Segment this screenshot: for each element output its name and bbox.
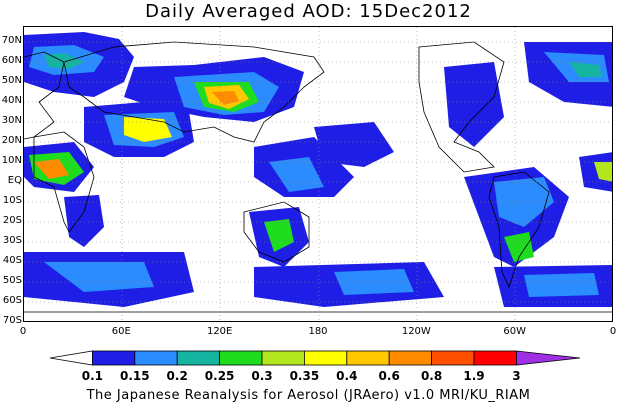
graticule [24,27,612,321]
colorbar-label: 0.1 [81,369,104,383]
lat-label: 20S [2,215,22,226]
colorbar-swatch [261,350,305,366]
lat-label: 60S [2,295,22,306]
colorbar-swatch [134,350,178,366]
colorbar-label: 0.25 [204,369,235,383]
lat-label: 10S [2,195,22,206]
colorbar-swatch [346,350,390,366]
lat-label: EQ [7,175,22,186]
lat-label: 50S [2,275,22,286]
lat-label: 70S [2,315,22,326]
lat-label: 30N [1,115,22,126]
colorbar-label: 0.15 [119,369,150,383]
aod-map-canvas [24,27,612,321]
colorbar-label: 0.35 [289,369,320,383]
lon-label: 60W [503,326,526,337]
credit-text: The Japanese Reanalysis for Aerosol (JRA… [86,388,531,403]
lat-label: 60N [1,55,22,66]
colorbar-swatch [92,350,136,366]
lon-label: 0 [609,326,617,337]
colorbar-swatch [176,350,220,366]
colorbar-label: 0.6 [378,369,400,383]
colorbar-label: 0.2 [166,369,188,383]
lon-label: 120E [206,326,233,337]
lat-label: 50N [1,75,22,86]
colorbar-swatch [388,350,433,366]
lon-label: 180 [308,326,328,337]
lat-label: 40N [1,95,22,106]
lon-label: 120W [401,326,431,337]
colorbar-label: 1.9 [463,369,485,383]
colorbar-swatch [303,350,348,366]
colorbar-label: 0.3 [251,369,273,383]
lon-label: 0 [19,326,27,337]
lat-label: 20N [1,135,22,146]
colorbar-label: 0.4 [336,369,358,383]
colorbar-label: 3 [512,369,521,383]
aod-map [23,26,613,322]
colorbar-swatch [50,350,93,366]
colorbar-swatch [431,350,475,366]
aod-shading [24,32,612,307]
lon-label: 60E [111,326,131,337]
lat-label: 40S [2,255,22,266]
colorbar-swatch [219,350,263,366]
map-title: Daily Averaged AOD: 15Dec2012 [145,1,472,22]
lat-label: 70N [1,35,22,46]
colorbar-swatch [515,350,580,366]
lat-label: 10N [1,155,22,166]
aod-colorbar [50,350,580,366]
colorbar-label: 0.8 [420,369,443,383]
colorbar-swatch [473,350,517,366]
lat-label: 30S [2,235,22,246]
